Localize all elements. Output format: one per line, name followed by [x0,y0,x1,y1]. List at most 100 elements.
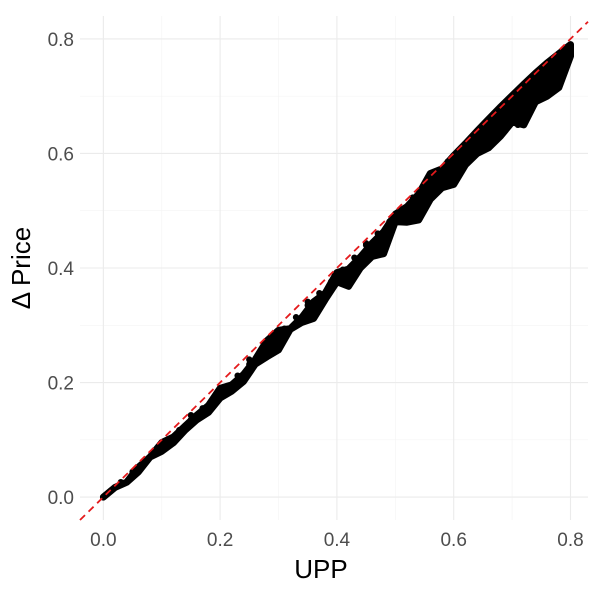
scatter-point [444,158,452,165]
scatter-point [199,405,206,412]
y-tick-label: 0.8 [48,30,74,51]
scatter-point [193,413,200,420]
scatter-point [555,50,563,57]
scatter-point [368,241,376,248]
scatter-point [298,314,306,322]
scatter-point [339,266,346,273]
scatter-point [380,228,387,236]
scatter-point [211,394,218,402]
scatter-point [462,140,469,147]
scatter-point [392,210,399,218]
scatter-point [427,196,434,203]
scatter-point [281,325,288,332]
scatter-point [322,296,329,303]
scatter-point [532,98,539,106]
scatter-point [403,218,411,226]
scatter-point [111,484,119,491]
y-axis-title: Δ Price [6,227,36,309]
scatter-point [310,302,317,309]
scatter-point [357,264,364,272]
scatter-point [549,84,557,91]
scatter-point [275,346,282,354]
scatter-point [380,250,387,257]
scatter-point [485,138,492,146]
scatter-point [269,337,276,344]
scatter-point [538,92,545,100]
scatter-point [555,71,563,79]
scatter-point [310,315,317,322]
scatter-point [135,464,142,471]
scatter-point [117,479,125,486]
scatter-point [351,254,358,261]
scatter-point [497,133,504,140]
scatter-point [403,203,411,210]
scatter-point [129,468,136,476]
scatter-point [427,178,434,185]
scatter-point [257,348,265,356]
scatter-point [374,230,381,237]
major-gridlines [80,16,588,520]
scatter-point [240,378,247,385]
scatter-point [170,433,177,441]
scatter-point [503,118,510,126]
scatter-point [368,253,376,260]
y-tick-label: 0.4 [48,259,75,280]
scatter-point [292,314,300,321]
scatter-point [287,326,294,333]
scatter-point [246,361,253,368]
x-tick-label: 0.2 [207,530,233,551]
scatter-point [275,337,282,344]
scatter-point [205,402,212,409]
y-tick-label: 0.6 [48,144,74,165]
scatter-point [228,381,236,389]
scatter-point [181,422,189,430]
scatter-point [468,134,475,142]
x-tick-label: 0.0 [90,530,116,551]
scatter-point [251,360,259,367]
scatter-point [397,206,405,213]
scatter-point [205,409,212,416]
scatter-point [234,372,241,379]
scatter-point [333,269,341,276]
scatter-point [450,181,457,188]
scatter-point [438,184,446,192]
scatter-point [176,426,183,434]
scatter-point [263,353,271,360]
scatter-point [567,52,574,60]
y-tick-label: 0.0 [48,488,74,509]
scatter-point [146,453,154,461]
scatter-point [263,348,271,356]
scatter-point [322,290,329,297]
scatter-point [275,327,282,334]
scatter-point [415,216,422,224]
x-tick-label: 0.6 [440,530,466,551]
scatter-point [333,278,341,285]
scatter-point [240,371,247,378]
y-axis-ticks: 0.0 0.2 0.4 0.6 0.8 [48,30,75,509]
scatter-point [246,356,253,363]
scatter-point [222,383,230,391]
scatter-point [228,387,236,395]
scatter-point [514,121,522,129]
scatter-point [468,150,475,157]
scatter-point [567,41,574,48]
scatter-point [327,278,335,285]
scatter-point [409,194,417,201]
scatter-point [485,144,492,151]
scatter-point [415,190,422,198]
scatter-point [392,216,399,223]
scatter-point [164,437,171,445]
scatter-point [187,416,195,423]
scatter-point [304,298,311,305]
scatter-point [187,411,195,419]
x-tick-label: 0.4 [324,530,351,551]
reference-line-layer [79,21,589,521]
scatter-point [520,110,527,117]
scatter-point [298,319,306,326]
scatter-point [345,265,352,273]
scatter-point [357,253,364,261]
x-axis-ticks: 0.0 0.2 0.4 0.6 0.8 [90,530,584,551]
scatter-point [316,290,323,297]
x-tick-label: 0.8 [557,530,583,551]
